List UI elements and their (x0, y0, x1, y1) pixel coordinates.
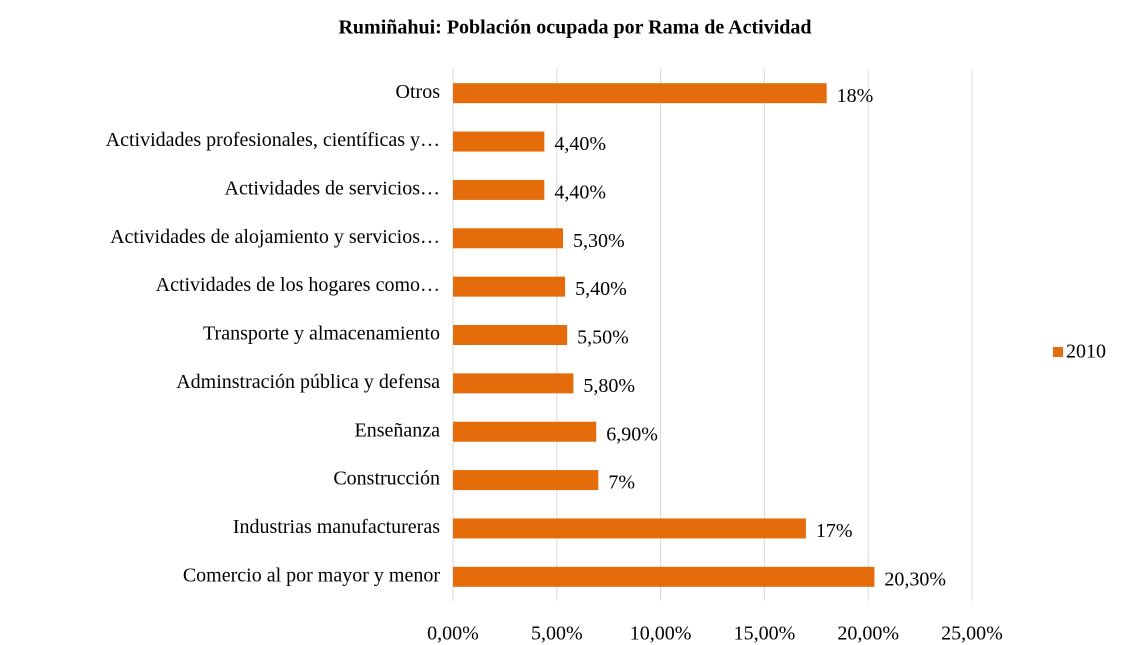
data-label: 4,40% (554, 182, 606, 204)
bar (453, 276, 566, 297)
bar (453, 470, 599, 491)
data-label: 20,30% (884, 568, 946, 590)
x-tick-label: 10,00% (630, 623, 692, 645)
y-tick-label: Actividades de servicios… (225, 178, 441, 200)
data-label: 5,50% (577, 327, 629, 349)
y-tick-label: Transporte y almacenamiento (203, 323, 440, 345)
data-label: 6,90% (606, 423, 658, 445)
data-label: 5,30% (573, 230, 625, 252)
chart-title: Rumiñahui: Población ocupada por Rama de… (338, 17, 811, 39)
bar (453, 179, 545, 200)
bar (453, 566, 875, 587)
bar (453, 83, 827, 104)
x-tick-label: 5,00% (531, 623, 583, 645)
bar (453, 421, 597, 442)
bar (453, 325, 568, 345)
data-label: 17% (816, 520, 853, 542)
bar (453, 518, 806, 539)
data-label: 7% (608, 472, 635, 494)
y-tick-label: Actividades profesionales, científicas y… (106, 129, 440, 151)
y-tick-label: Adminstración pública y defensa (176, 371, 440, 393)
data-label: 4,40% (554, 133, 606, 155)
data-label: 5,40% (575, 278, 627, 300)
x-tick-label: 20,00% (837, 623, 899, 645)
y-tick-label: Actividades de alojamiento y servicios… (110, 226, 440, 248)
bar (453, 373, 574, 394)
x-tick-label: 0,00% (427, 623, 479, 645)
legend-swatch (1053, 347, 1063, 357)
y-tick-label: Construcción (333, 468, 440, 490)
x-tick-label: 25,00% (941, 623, 1003, 645)
bar (453, 131, 545, 152)
data-label: 18% (837, 85, 874, 107)
y-tick-label: Otros (396, 81, 441, 103)
data-label: 5,80% (583, 375, 635, 397)
y-tick-label: Enseñanza (354, 419, 440, 441)
x-tick-label: 15,00% (734, 623, 796, 645)
y-tick-label: Actividades de los hogares como… (156, 274, 440, 296)
y-tick-label: Industrias manufactureras (233, 516, 440, 538)
bar (453, 228, 564, 249)
y-tick-label: Comercio al por mayor y menor (183, 564, 440, 586)
legend-label: 2010 (1066, 341, 1106, 363)
